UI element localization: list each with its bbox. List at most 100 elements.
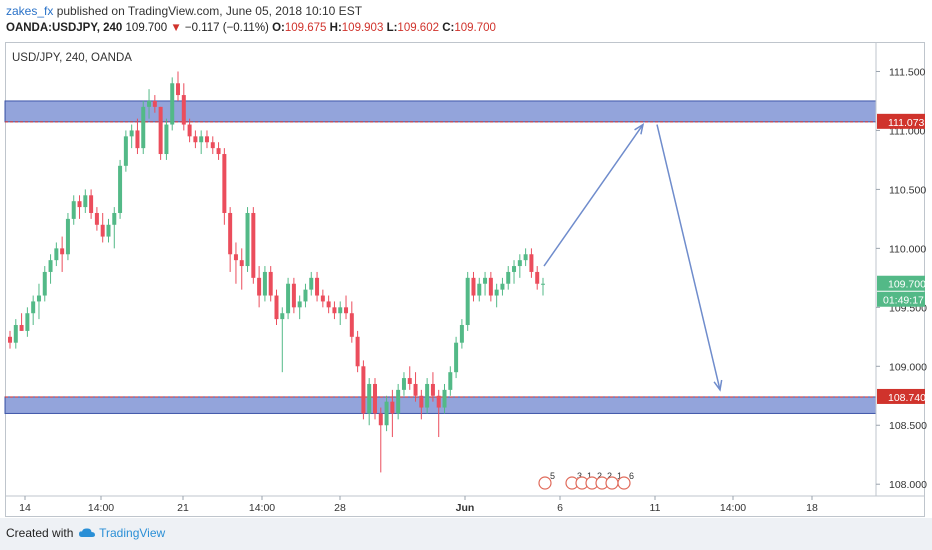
candle-body	[291, 283, 296, 308]
candle-body	[280, 313, 285, 320]
candle-body	[170, 83, 175, 125]
candle-body	[147, 100, 152, 107]
tradingview-cloud-icon	[79, 528, 95, 537]
candle-body	[187, 124, 192, 137]
candle-body	[315, 277, 320, 296]
published-text: published on TradingView.com, June 05, 2…	[56, 4, 363, 18]
price-label-last-bg	[877, 275, 925, 291]
candle-body	[83, 195, 88, 208]
footer: Created with TradingView	[0, 518, 932, 550]
y-tick-label: 110.000	[889, 243, 926, 255]
x-tick-label: 18	[806, 502, 818, 514]
open-label: O:	[272, 22, 285, 34]
tradingview-logo[interactable]: TradingView	[78, 525, 165, 540]
candle-body	[152, 100, 157, 107]
close-label: C:	[442, 22, 455, 34]
candle-body	[344, 307, 349, 314]
projection-line	[656, 124, 721, 391]
candle-body	[436, 395, 441, 408]
candle-body	[42, 271, 47, 296]
candle-body	[216, 148, 221, 155]
candle-body	[13, 325, 18, 343]
candle-body	[529, 254, 534, 272]
candle-body	[31, 301, 36, 314]
candle-body	[390, 401, 395, 414]
candle-body	[483, 277, 488, 284]
candle-body	[361, 366, 366, 414]
x-tick-label: 6	[557, 502, 563, 514]
event-badge-count: 6	[629, 471, 634, 481]
candle-body	[239, 260, 244, 267]
candle-body	[541, 283, 545, 285]
candle-body	[349, 313, 354, 337]
down-arrow-icon: ▼	[170, 22, 182, 34]
projection-arrowhead	[634, 122, 645, 135]
candle-body	[94, 212, 99, 225]
x-tick-label: 14:00	[720, 502, 746, 514]
candle-body	[222, 154, 227, 213]
candle-body	[71, 201, 76, 219]
candle-body	[245, 212, 250, 267]
price-label-top-bg	[877, 113, 925, 129]
candle-body	[77, 201, 82, 208]
candle-body	[506, 271, 511, 284]
candle-body	[500, 283, 505, 290]
candle-body	[465, 277, 470, 326]
candle-body	[413, 383, 418, 396]
candle-body	[257, 277, 262, 296]
event-badge-count: 3	[577, 471, 582, 481]
candle-body	[106, 224, 111, 237]
y-tick-label: 109.000	[889, 361, 927, 373]
event-badge-count: 2	[597, 471, 602, 481]
candle-body	[193, 136, 198, 143]
event-badge-count: 2	[607, 471, 612, 481]
projection-arrowhead	[713, 379, 723, 392]
publish-line: zakes_fx published on TradingView.com, J…	[6, 4, 362, 18]
tradingview-brand: TradingView	[99, 526, 166, 540]
candle-body	[419, 395, 424, 408]
candle-body	[181, 95, 186, 125]
low-value: 109.602	[397, 22, 439, 34]
candle-body	[233, 254, 238, 261]
candle-body	[407, 378, 412, 384]
candle-body	[112, 212, 117, 225]
candle-body	[135, 130, 140, 149]
candle-body	[488, 277, 493, 296]
candle-body	[448, 372, 453, 390]
chart-header: zakes_fx published on TradingView.com, J…	[0, 0, 932, 42]
candle-body	[54, 248, 59, 261]
event-badge-icon	[538, 476, 552, 490]
candle-body	[89, 195, 94, 213]
candle-body	[338, 307, 343, 314]
candle-body	[442, 389, 447, 408]
x-tick-label: 11	[650, 502, 661, 514]
candle-body	[286, 283, 291, 314]
candle-body	[274, 295, 279, 320]
candle-body	[19, 325, 24, 331]
open-value: 109.675	[284, 22, 327, 34]
close-value: 109.700	[454, 22, 496, 34]
x-tick-label: 14	[19, 502, 31, 514]
change-value: −0.117 (−0.11%)	[184, 22, 269, 34]
projection-line	[543, 124, 644, 267]
candle-body	[430, 383, 435, 396]
chart-symbol-label: USD/JPY, 240, OANDA	[12, 52, 132, 64]
candle-body	[471, 277, 476, 296]
candle-body	[523, 254, 528, 261]
candle-body	[494, 289, 499, 296]
y-tick-label: 111.500	[889, 66, 926, 78]
price-label-last: 109.700	[888, 279, 926, 291]
event-badge-count: 1	[587, 471, 592, 481]
candle-body	[118, 165, 123, 213]
candle-body	[268, 271, 273, 296]
author-link[interactable]: zakes_fx	[6, 4, 54, 18]
candle-body	[164, 124, 169, 155]
x-tick-label: 21	[177, 502, 189, 514]
candle-body	[320, 295, 325, 302]
high-value: 109.903	[341, 22, 384, 34]
high-label: H:	[329, 22, 342, 34]
candle-body	[210, 142, 215, 149]
event-badge-icon	[617, 476, 631, 490]
candle-body	[48, 260, 53, 272]
